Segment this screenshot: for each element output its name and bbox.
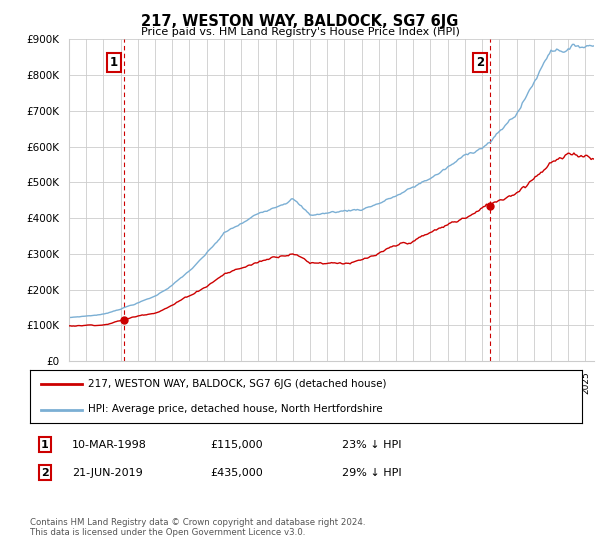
Text: 217, WESTON WAY, BALDOCK, SG7 6JG: 217, WESTON WAY, BALDOCK, SG7 6JG	[142, 14, 458, 29]
Text: £435,000: £435,000	[210, 468, 263, 478]
Text: 29% ↓ HPI: 29% ↓ HPI	[342, 468, 401, 478]
Text: Price paid vs. HM Land Registry's House Price Index (HPI): Price paid vs. HM Land Registry's House …	[140, 27, 460, 37]
Text: 10-MAR-1998: 10-MAR-1998	[72, 440, 147, 450]
Text: 1: 1	[110, 56, 118, 69]
Text: 217, WESTON WAY, BALDOCK, SG7 6JG (detached house): 217, WESTON WAY, BALDOCK, SG7 6JG (detac…	[88, 380, 386, 390]
Text: Contains HM Land Registry data © Crown copyright and database right 2024.
This d: Contains HM Land Registry data © Crown c…	[30, 518, 365, 538]
Text: 2: 2	[41, 468, 49, 478]
Text: HPI: Average price, detached house, North Hertfordshire: HPI: Average price, detached house, Nort…	[88, 404, 383, 414]
Text: 21-JUN-2019: 21-JUN-2019	[72, 468, 143, 478]
Text: 2: 2	[476, 56, 484, 69]
Text: £115,000: £115,000	[210, 440, 263, 450]
Text: 23% ↓ HPI: 23% ↓ HPI	[342, 440, 401, 450]
Text: 1: 1	[41, 440, 49, 450]
